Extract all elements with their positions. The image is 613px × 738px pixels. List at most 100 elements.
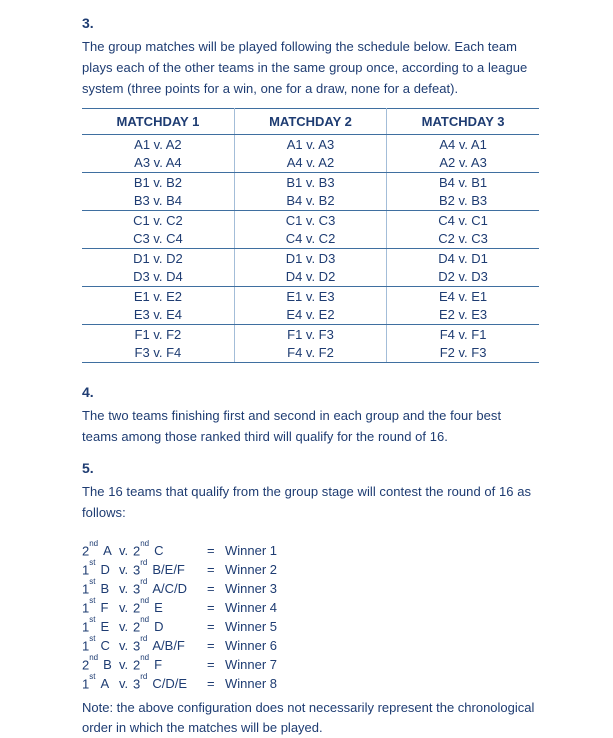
match-line: F2 v. F3 (439, 345, 487, 360)
right-team: 3rd A/C/D (133, 577, 188, 597)
right-team: 2nd F (133, 653, 163, 673)
group-d-md3-cell: D4 v. D1 D2 v. D3 (386, 248, 539, 287)
group-f-md3-cell: F4 v. F1 F2 v. F3 (386, 324, 539, 363)
section-5-number: 5. (82, 460, 94, 476)
ordinal-suffix: st (89, 596, 96, 605)
left-team: 1st A (82, 672, 110, 692)
match-line: F1 v. F3 (287, 327, 334, 342)
group-e-md2-cell: E1 v. E3 E4 v. E2 (234, 286, 388, 325)
match-line: E3 v. E4 (133, 307, 182, 322)
versus-label: v. (119, 543, 129, 559)
section-4: 4. The two teams finishing first and sec… (82, 384, 585, 447)
group-b-md1-cell: B1 v. B2 B3 v. B4 (82, 172, 235, 211)
versus-label: v. (119, 562, 129, 578)
round16-row: 1st A v. 3rd C/D/E = Winner 8 (82, 671, 585, 692)
left-team: 1st D (82, 558, 110, 578)
section-3-number: 3. (82, 15, 94, 31)
left-team: 1st B (82, 577, 110, 597)
group-a-md2-cell: A1 v. A3 A4 v. A2 (234, 134, 388, 173)
left-team: 1st C (82, 634, 110, 654)
winner-label: Winner 6 (225, 638, 278, 654)
match-line: D1 v. D3 (285, 251, 336, 266)
round16-row: 2nd B v. 2nd F = Winner 7 (82, 652, 585, 673)
group-a-row: A1 v. A2 A3 v. A4 A1 v. A3 A4 v. A2 A4 v… (82, 134, 539, 173)
group-f-row: F1 v. F2 F3 v. F4 F1 v. F3 F4 v. F2 F4 v… (82, 324, 539, 363)
round16-row: 1st C v. 3rd A/B/F = Winner 6 (82, 633, 585, 654)
schedule-header-row: MATCHDAY 1 MATCHDAY 2 MATCHDAY 3 (82, 108, 539, 135)
winner-label: Winner 5 (225, 619, 278, 635)
winner-label: Winner 3 (225, 581, 278, 597)
group-a-md3-cell: A4 v. A1 A2 v. A3 (386, 134, 539, 173)
ordinal-suffix: st (89, 672, 96, 681)
ordinal-suffix: rd (140, 672, 148, 681)
match-line: C1 v. C3 (285, 213, 336, 228)
group-c-md2-cell: C1 v. C3 C4 v. C2 (234, 210, 388, 249)
versus-label: v. (119, 657, 129, 673)
versus-label: v. (119, 581, 129, 597)
group-c-md1-cell: C1 v. C2 C3 v. C4 (82, 210, 235, 249)
match-line: C1 v. C2 (133, 213, 183, 228)
match-line: B1 v. B3 (286, 175, 335, 190)
right-team: 3rd A/B/F (133, 634, 185, 654)
equals-sign: = (207, 581, 215, 597)
group-b-row: B1 v. B2 B3 v. B4 B1 v. B3 B4 v. B2 B4 v… (82, 172, 539, 211)
equals-sign: = (207, 657, 215, 673)
match-line: C4 v. C1 (438, 213, 488, 228)
match-line: D3 v. D4 (133, 269, 183, 284)
ordinal-suffix: st (89, 615, 96, 624)
section-3-text: The group matches will be played followi… (82, 39, 528, 96)
ordinal-suffix: st (89, 558, 96, 567)
round-of-16-list: 2nd A v. 2nd C = Winner 1 1st D v. 3rd B/E/F… (82, 538, 585, 692)
ordinal-suffix: rd (140, 577, 148, 586)
matchday-3-header: MATCHDAY 3 (386, 108, 539, 135)
match-line: A3 v. A4 (134, 155, 182, 170)
equals-sign: = (207, 600, 215, 616)
ordinal-suffix: nd (140, 653, 150, 662)
group-e-md1-cell: E1 v. E2 E3 v. E4 (82, 286, 235, 325)
match-line: C2 v. C3 (438, 231, 488, 246)
group-d-md1-cell: D1 v. D2 D3 v. D4 (82, 248, 235, 287)
winner-label: Winner 2 (225, 562, 278, 578)
right-team: 2nd D (133, 615, 164, 635)
winner-label: Winner 8 (225, 676, 278, 692)
match-line: B1 v. B2 (133, 175, 182, 190)
equals-sign: = (207, 562, 215, 578)
section-5-text: The 16 teams that qualify from the group… (82, 484, 532, 520)
ordinal-suffix: rd (140, 558, 148, 567)
match-line: B2 v. B3 (438, 193, 488, 208)
equals-sign: = (207, 543, 215, 559)
match-line: C3 v. C4 (133, 231, 183, 246)
match-line: F4 v. F2 (287, 345, 334, 360)
section-4-text: The two teams finishing first and second… (82, 408, 502, 444)
ordinal-suffix: nd (140, 596, 150, 605)
match-line: E1 v. E2 (133, 289, 182, 304)
section-4-number: 4. (82, 384, 94, 400)
match-line: A1 v. A2 (134, 137, 182, 152)
section-3: 3. The group matches will be played foll… (82, 15, 585, 99)
match-line: D2 v. D3 (438, 269, 488, 284)
match-line: D4 v. D1 (438, 251, 488, 266)
match-line: E2 v. E3 (438, 307, 488, 322)
round16-row: 1st B v. 3rd A/C/D = Winner 3 (82, 576, 585, 597)
versus-label: v. (119, 619, 129, 635)
versus-label: v. (119, 638, 129, 654)
ordinal-suffix: nd (89, 653, 99, 662)
winner-label: Winner 4 (225, 600, 278, 616)
equals-sign: = (207, 619, 215, 635)
match-line: F3 v. F4 (134, 345, 182, 360)
group-d-md2-cell: D1 v. D3 D4 v. D2 (234, 248, 388, 287)
group-e-md3-cell: E4 v. E1 E2 v. E3 (386, 286, 539, 325)
match-line: E4 v. E1 (438, 289, 488, 304)
equals-sign: = (207, 676, 215, 692)
group-schedule-table: MATCHDAY 1 MATCHDAY 2 MATCHDAY 3 A1 v. A… (82, 108, 539, 363)
right-team: 2nd C (133, 539, 164, 559)
match-line: C4 v. C2 (285, 231, 336, 246)
group-a-md1-cell: A1 v. A2 A3 v. A4 (82, 134, 235, 173)
match-line: F4 v. F1 (439, 327, 487, 342)
left-team: 2nd A (82, 539, 112, 559)
ordinal-suffix: st (89, 577, 96, 586)
match-line: E4 v. E2 (286, 307, 335, 322)
round16-row: 2nd A v. 2nd C = Winner 1 (82, 538, 585, 559)
matchday-2-header: MATCHDAY 2 (234, 108, 388, 135)
